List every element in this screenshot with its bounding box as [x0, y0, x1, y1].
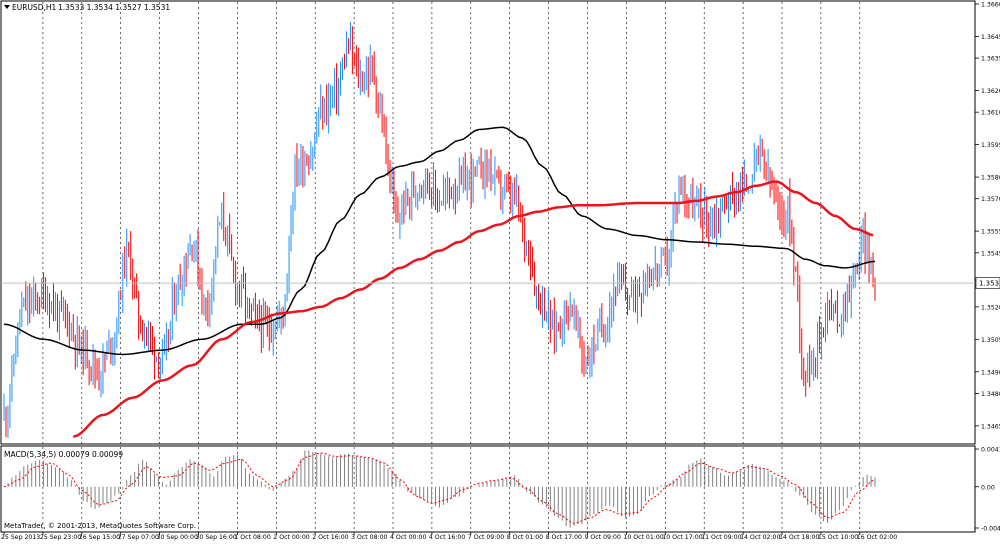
current-price-tag-label: 1.3531 [979, 280, 1000, 288]
price-tick-label: 1.3595 [981, 142, 1000, 149]
time-tick-label: 25 Sep 23:00 [40, 534, 81, 541]
time-tick-label: 2 Oct 16:00 [312, 534, 348, 541]
time-tick-label: 11 Oct 09:00 [701, 534, 741, 541]
price-tick-label: 1.3490 [981, 369, 1000, 376]
price-tick-label: 1.3620 [981, 88, 1000, 95]
time-tick-label: 14 Oct 02:00 [740, 534, 780, 541]
main-pane-frame [0, 0, 976, 445]
symbol-label: EURUSD,H1 [12, 3, 56, 12]
price-tick-label: 1.3660 [981, 2, 1000, 9]
copyright-label: MetaTrader, © 2001-2013, MetaQuotes Soft… [4, 522, 196, 530]
time-tick-label: 2 Oct 00:00 [273, 534, 309, 541]
macd-tick-label: 0.00413 [981, 447, 1000, 454]
ohlc-label: 1.3533 1.3534 1.3527 1.3531 [58, 3, 170, 12]
time-tick-label: 4 Oct 16:00 [429, 534, 465, 541]
chart-header: EURUSD,H1 1.3533 1.3534 1.3527 1.3531 [4, 3, 170, 12]
time-tick-label: 27 Sep 07:00 [118, 534, 159, 541]
time-tick-label: 10 Oct 01:00 [623, 534, 663, 541]
macd-pane-frame [0, 445, 976, 533]
time-tick-label: 10 Oct 17:00 [662, 534, 702, 541]
macd-signal-line [3, 452, 876, 524]
time-tick-label: 26 Sep 15:00 [79, 534, 120, 541]
time-tick-label: 14 Oct 18:00 [779, 534, 819, 541]
price-tick-label: 1.3635 [981, 56, 1000, 63]
price-tick-label: 1.3555 [981, 229, 1000, 236]
time-tick-label: 3 Oct 08:00 [351, 534, 387, 541]
price-tick-label: 1.3505 [981, 337, 1000, 344]
time-tick-label: 25 Sep 2013 [1, 534, 40, 541]
macd-tick-label: 0.00 [981, 484, 995, 491]
time-tick-label: 15 Oct 10:00 [818, 534, 858, 541]
time-tick-label: 8 Oct 17:00 [546, 534, 582, 541]
time-tick-label: 9 Oct 09:00 [585, 534, 621, 541]
price-tick-label: 1.3610 [981, 110, 1000, 117]
price-tick-label: 1.3520 [981, 304, 1000, 311]
price-tick-label: 1.3570 [981, 196, 1000, 203]
time-tick-label: 8 Oct 01:00 [507, 534, 543, 541]
current-price-tag: 1.3531 [975, 277, 1000, 289]
moving-average-slow-line [72, 180, 874, 438]
time-tick-label: 1 Oct 08:00 [234, 534, 270, 541]
time-tick-label: 4 Oct 00:00 [390, 534, 426, 541]
price-tick-label: 1.3545 [981, 250, 1000, 257]
macd-label: MACD(5,34,5) 0.00079 0.00099 [4, 450, 123, 459]
time-tick-label: 16 Oct 02:00 [857, 534, 897, 541]
time-tick-label: 30 Sep 16:00 [196, 534, 237, 541]
triangle-down-icon[interactable] [4, 5, 10, 9]
vertical-grid [42, 2, 861, 531]
time-tick-label: 30 Sep 00:00 [157, 534, 198, 541]
price-axis: 1.3660 1.3645 1.3635 1.3620 1.3610 1.3595 1.35… [975, 2, 1000, 430]
macd-tick-label: -0.00451 [981, 526, 1000, 533]
macd-histogram [3, 450, 876, 528]
price-tick-label: 1.3480 [981, 391, 1000, 398]
price-tick-label: 1.3580 [981, 175, 1000, 182]
price-tick-label: 1.3645 [981, 34, 1000, 41]
time-tick-label: 7 Oct 09:00 [468, 534, 504, 541]
price-tick-label: 1.3465 [981, 423, 1000, 430]
moving-average-fast-line [3, 126, 876, 356]
macd-axis: 0.00413 0.00 -0.00451 [975, 447, 1000, 533]
